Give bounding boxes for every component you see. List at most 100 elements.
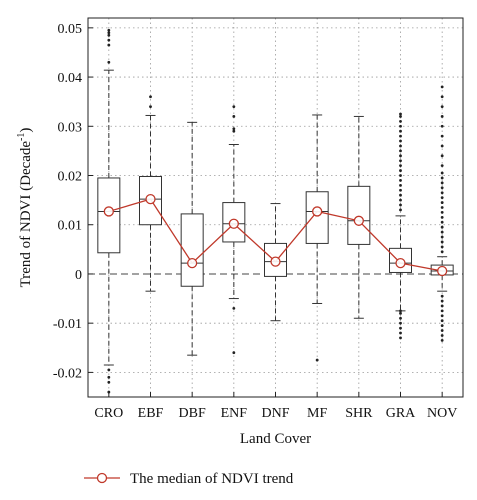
outlier-point (399, 169, 402, 172)
median-marker-cro (103, 206, 114, 217)
y-tick-label: 0 (75, 268, 82, 283)
outlier-point (440, 134, 444, 138)
outlier-point (399, 134, 402, 138)
iqr-box (347, 185, 371, 245)
outlier-point (107, 33, 111, 37)
x-tick-label: NOV (427, 406, 457, 421)
y-tick-label: 0.05 (58, 22, 83, 37)
outlier-point (149, 105, 152, 108)
outlier-point (107, 60, 111, 64)
box-nov (430, 85, 454, 342)
outlier-point (232, 127, 236, 131)
outlier-point (399, 309, 402, 313)
y-axis-label: Trend of NDVI (Decade-1) (16, 128, 34, 288)
outlier-point (440, 324, 444, 328)
x-tick-label: EBF (138, 406, 164, 421)
outlier-point (399, 144, 402, 148)
x-tick-label: GRA (386, 406, 416, 421)
outlier-point (440, 304, 444, 308)
outlier-point (440, 294, 444, 298)
outlier-point (440, 225, 444, 229)
outlier-point (107, 375, 111, 379)
outlier-point (440, 144, 444, 148)
outlier-point (440, 319, 444, 323)
legend-label: The median of NDVI trend (130, 471, 294, 487)
outlier-point (399, 154, 402, 158)
outlier-point (399, 183, 402, 187)
outlier-point (440, 220, 444, 224)
outlier-point (440, 176, 444, 180)
legend-marker (96, 472, 108, 484)
median-marker-ebf (145, 193, 156, 205)
outlier-point (399, 188, 402, 192)
x-tick-label: DBF (179, 406, 206, 421)
y-tick-label: -0.01 (53, 317, 82, 332)
outlier-point (440, 105, 444, 108)
outlier-point (399, 203, 402, 207)
outlier-point (440, 215, 444, 219)
median-marker-shr (353, 215, 364, 226)
outlier-point (440, 95, 444, 99)
outlier-point (399, 316, 402, 320)
outlier-point (440, 124, 444, 128)
plot-layer (88, 28, 463, 394)
y-tick-label: 0.01 (58, 219, 83, 234)
outlier-point (399, 208, 402, 212)
outlier-point (232, 105, 236, 108)
outlier-point (440, 211, 444, 214)
outlier-point (440, 164, 444, 168)
outlier-point (440, 196, 444, 200)
outlier-point (399, 119, 402, 123)
outlier-point (399, 139, 402, 143)
median-marker-nov (437, 265, 448, 277)
y-tick-label: 0.04 (58, 71, 83, 86)
outlier-point (107, 38, 111, 42)
outlier-point (315, 358, 319, 362)
outlier-point (232, 115, 236, 118)
outlier-point (399, 129, 402, 133)
outlier-point (399, 174, 402, 177)
iqr-box (180, 213, 204, 287)
outlier-point (440, 245, 444, 249)
y-axis-label-sup: -1 (16, 133, 27, 141)
outlier-point (399, 336, 402, 340)
outlier-point (440, 201, 444, 204)
outlier-point (399, 311, 402, 315)
outlier-point (440, 181, 444, 185)
outlier-point (440, 329, 444, 332)
box-mf (305, 114, 329, 362)
outlier-point (107, 31, 111, 35)
x-tick-label: ENF (221, 406, 248, 421)
outlier-point (107, 43, 111, 47)
box-dbf (180, 121, 204, 356)
outlier-point (399, 321, 402, 325)
outlier-point (440, 309, 444, 313)
outlier-point (440, 154, 444, 158)
x-tick-label: MF (307, 406, 327, 421)
outlier-point (399, 149, 402, 153)
outlier-point (399, 164, 402, 168)
legend: The median of NDVI trend (84, 471, 294, 487)
median-marker-mf (312, 206, 323, 217)
outlier-point (399, 326, 402, 330)
outlier-point (232, 129, 236, 133)
y-axis-label-main: Trend of NDVI (Decade (18, 141, 34, 288)
iqr-box (305, 191, 329, 244)
outlier-point (440, 338, 444, 342)
outlier-point (107, 368, 111, 372)
outlier-point (107, 380, 111, 384)
outlier-point (399, 193, 402, 197)
outlier-point (440, 299, 444, 303)
outlier-point (232, 307, 236, 310)
outlier-point (399, 115, 402, 118)
y-axis-label-close: ) (18, 128, 34, 133)
outlier-point (232, 351, 236, 355)
outlier-point (440, 186, 444, 190)
box-enf (222, 105, 246, 355)
y-tick-label: 0.03 (58, 120, 83, 135)
median-marker-gra (395, 257, 406, 269)
outlier-point (399, 159, 402, 163)
outlier-point (440, 171, 444, 175)
y-tick-label: -0.02 (53, 366, 82, 381)
outlier-point (399, 198, 402, 202)
